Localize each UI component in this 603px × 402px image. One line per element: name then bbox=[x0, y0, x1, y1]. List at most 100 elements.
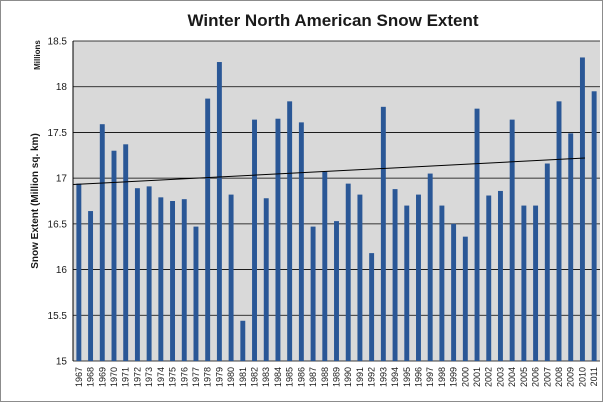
x-tick-label: 1972 bbox=[132, 367, 142, 387]
x-tick-label: 2002 bbox=[484, 367, 494, 387]
bar bbox=[474, 108, 480, 362]
bar bbox=[170, 201, 176, 361]
bar bbox=[345, 183, 351, 361]
y-tick-label: 16.5 bbox=[48, 219, 68, 230]
bar bbox=[334, 221, 339, 361]
bar bbox=[451, 223, 457, 361]
chart-title: Winter North American Snow Extent bbox=[187, 11, 478, 30]
bar bbox=[357, 194, 363, 361]
x-tick-label: 2007 bbox=[542, 367, 552, 387]
bar bbox=[205, 98, 211, 361]
bar bbox=[298, 122, 304, 361]
bar bbox=[287, 101, 293, 361]
bar bbox=[486, 195, 492, 361]
trend bbox=[72, 157, 586, 186]
bar bbox=[521, 205, 527, 361]
x-tick-label: 1985 bbox=[285, 367, 295, 387]
x-tick-label: 1984 bbox=[273, 367, 283, 387]
x-tick-label: 1969 bbox=[97, 367, 107, 387]
bar bbox=[380, 106, 386, 361]
y-tick-label: 18.5 bbox=[48, 37, 68, 48]
x-tick-label: 1989 bbox=[332, 367, 342, 387]
bar bbox=[509, 119, 515, 361]
x-tick-label: 2005 bbox=[519, 367, 529, 387]
x-tick-label: 1970 bbox=[109, 367, 119, 387]
trend-line bbox=[72, 157, 586, 186]
bar bbox=[322, 171, 328, 361]
x-tick-label: 1982 bbox=[250, 367, 260, 387]
y-tick-label: 15 bbox=[56, 357, 68, 368]
x-tick-label: 2003 bbox=[495, 367, 505, 387]
x-tick-label: 1968 bbox=[86, 367, 96, 387]
bar bbox=[240, 320, 246, 361]
x-tick-label: 1986 bbox=[296, 367, 306, 387]
bar bbox=[533, 205, 539, 361]
bar bbox=[439, 205, 445, 361]
x-tick-label: 1971 bbox=[121, 367, 131, 387]
bar bbox=[427, 173, 433, 361]
y-axis-title: Snow Extent (Million sq. km) bbox=[30, 133, 41, 269]
x-tick-label: 1983 bbox=[261, 367, 271, 387]
y-tick-label: 16 bbox=[56, 265, 68, 276]
bar bbox=[158, 197, 164, 361]
bar bbox=[216, 62, 222, 362]
x-tick-label: 2000 bbox=[460, 367, 470, 387]
bar bbox=[123, 144, 129, 361]
bar bbox=[275, 118, 281, 361]
x-tick-label: 1977 bbox=[191, 367, 201, 387]
bar bbox=[99, 124, 105, 361]
bar bbox=[193, 226, 199, 361]
x-tick-label: 2006 bbox=[531, 367, 541, 387]
x-tick-label: 1980 bbox=[226, 367, 236, 387]
x-tick-label: 1999 bbox=[449, 367, 459, 387]
bar bbox=[134, 188, 140, 361]
y-tick-label: 17 bbox=[56, 174, 68, 185]
bar bbox=[263, 198, 269, 361]
x-tick-label: 1992 bbox=[367, 367, 377, 387]
x-tick-label: 1988 bbox=[320, 367, 330, 387]
bar bbox=[369, 253, 375, 361]
bar bbox=[556, 101, 562, 361]
x-tick-label: 1998 bbox=[437, 367, 447, 387]
x-tick-label: 1991 bbox=[355, 367, 365, 387]
bar bbox=[579, 57, 585, 361]
x-tick-label: 1967 bbox=[74, 367, 84, 387]
units-label: Millions bbox=[33, 40, 42, 70]
bar bbox=[591, 91, 597, 362]
x-tick-label: 1975 bbox=[168, 367, 178, 387]
x-tick-label: 2009 bbox=[566, 367, 576, 387]
bar bbox=[392, 189, 398, 361]
x-tick-label: 1997 bbox=[425, 367, 435, 387]
x-tick-label: 1976 bbox=[179, 367, 189, 387]
x-tick-label: 1978 bbox=[203, 367, 213, 387]
bar bbox=[111, 150, 117, 361]
bar bbox=[88, 211, 94, 361]
x-tick-label: 1987 bbox=[308, 367, 318, 387]
x-tick-label: 2010 bbox=[577, 367, 587, 387]
bar bbox=[416, 194, 421, 361]
x-tick-label: 1993 bbox=[378, 367, 388, 387]
x-tick-label: 2001 bbox=[472, 367, 482, 387]
bar bbox=[404, 205, 410, 361]
y-tick-label: 15.5 bbox=[48, 311, 68, 322]
x-tick-label: 1981 bbox=[238, 367, 248, 387]
bar bbox=[228, 194, 234, 361]
y-tick-label: 17.5 bbox=[48, 128, 68, 139]
bar bbox=[310, 226, 316, 361]
x-tick-label: 1996 bbox=[413, 367, 423, 387]
bar bbox=[568, 133, 574, 361]
x-tick-label: 1995 bbox=[402, 367, 412, 387]
bar bbox=[146, 186, 152, 361]
y-tick-label: 18 bbox=[56, 82, 68, 93]
x-tick-label: 2004 bbox=[507, 367, 517, 387]
bar bbox=[462, 236, 468, 361]
x-tick-label: 1974 bbox=[156, 367, 166, 387]
bars bbox=[76, 57, 597, 362]
x-tick-label: 1994 bbox=[390, 367, 400, 387]
bar bbox=[544, 163, 550, 361]
x-tick-label: 2008 bbox=[554, 367, 564, 387]
x-tick-label: 1979 bbox=[214, 367, 224, 387]
x-tick-label: 1990 bbox=[343, 367, 353, 387]
